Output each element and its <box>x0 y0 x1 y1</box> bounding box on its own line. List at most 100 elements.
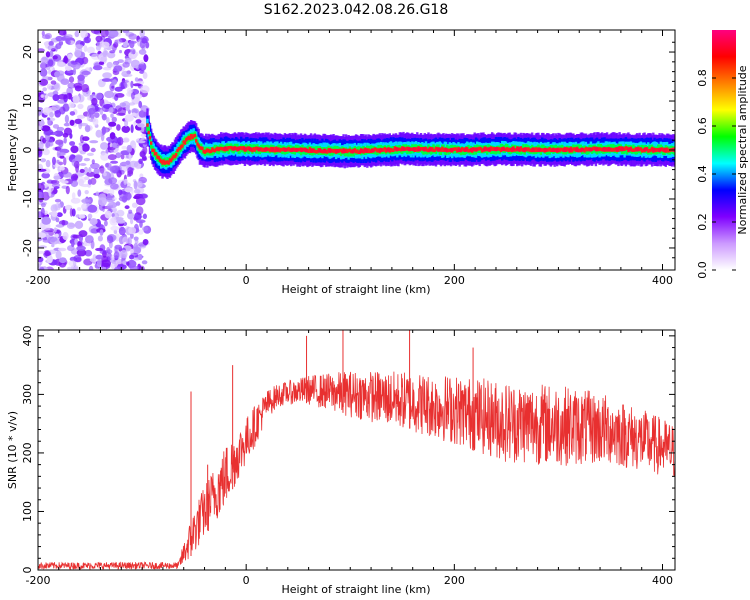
noise-blob <box>63 127 73 136</box>
noise-blob <box>134 93 143 99</box>
noise-blob <box>41 34 51 39</box>
noise-blob <box>106 235 114 244</box>
noise-blob <box>63 122 70 127</box>
noise-blob <box>128 33 137 40</box>
noise-blob <box>67 53 73 60</box>
noise-blob <box>118 226 126 236</box>
trace-band-cell <box>357 146 360 154</box>
trace-band-cell <box>506 147 509 151</box>
trace-band-cell <box>633 148 636 152</box>
trace-hotspot <box>247 146 253 152</box>
noise-blob <box>56 61 66 68</box>
noise-blob <box>79 168 85 173</box>
noise-blob <box>72 95 80 104</box>
noise-blob <box>41 172 50 179</box>
noise-blob <box>102 266 107 270</box>
noise-blob <box>74 118 83 125</box>
trace-hotspot <box>370 148 375 153</box>
trace-hotspot <box>401 146 406 152</box>
noise-blob <box>115 258 123 265</box>
trace-band-cell <box>198 146 202 150</box>
noise-blob <box>116 38 123 44</box>
trace-band-cell <box>148 136 152 140</box>
trace-band-cell <box>201 146 204 151</box>
noise-blob <box>61 180 69 184</box>
noise-blob <box>56 212 63 218</box>
colorbar-ticks: 0.0 0.2 0.4 0.6 0.8 <box>696 69 736 279</box>
spectrogram-marks-group <box>38 30 675 270</box>
noise-blob <box>57 145 63 151</box>
trace-hotspot <box>359 148 364 154</box>
noise-blob <box>108 121 117 127</box>
noise-blob <box>53 175 61 180</box>
trace-hotspot <box>530 147 536 152</box>
noise-blob <box>81 198 92 205</box>
noise-blob <box>97 235 103 242</box>
trace-band-cell <box>647 149 650 153</box>
trace-hotspot <box>335 148 340 154</box>
noise-blob <box>82 243 91 247</box>
trace-hotspot <box>574 147 580 152</box>
trace-band-cell <box>182 140 185 144</box>
noise-blob <box>100 30 109 38</box>
noise-blob <box>95 35 103 42</box>
trace-band-cell <box>585 148 589 152</box>
noise-blob <box>86 112 91 122</box>
trace-band-cell <box>639 147 643 151</box>
noise-blob <box>126 259 137 268</box>
trace-band-cell <box>432 148 435 153</box>
noise-blob <box>139 70 145 74</box>
trace-hotspot <box>350 149 355 154</box>
colorbar-gradient <box>712 30 736 270</box>
noise-blob <box>83 36 91 44</box>
noise-blob <box>111 213 115 217</box>
spectrogram-y-axis-title: Frequency (Hz) <box>6 109 19 192</box>
trace-hotspot <box>469 147 474 152</box>
noise-blob <box>69 111 76 116</box>
trace-band-cell <box>346 149 349 154</box>
trace-hotspot <box>299 147 304 153</box>
trace-band-cell <box>559 147 563 151</box>
trace-band-cell <box>246 146 249 150</box>
noise-blob <box>65 66 72 71</box>
noise-blob <box>58 161 64 166</box>
noise-blob <box>126 173 132 177</box>
trace-band-cell <box>453 147 456 151</box>
noise-blob <box>109 132 116 140</box>
trace-hotspot <box>486 147 492 152</box>
trace-band-cell <box>206 148 209 152</box>
trace-band-cell <box>193 133 197 138</box>
noise-blob <box>88 167 92 174</box>
noise-blob <box>83 157 91 162</box>
trace-band-cell <box>147 126 150 135</box>
noise-blob <box>133 180 138 190</box>
noise-blob <box>62 231 69 241</box>
trace-band-cell <box>339 148 343 153</box>
noise-blob <box>42 148 50 156</box>
noise-blob <box>138 49 147 55</box>
noise-blob <box>134 77 139 82</box>
trace-hotspot <box>341 149 347 154</box>
trace-hotspot <box>270 147 275 152</box>
noise-blob <box>74 155 83 163</box>
noise-blob <box>114 93 125 98</box>
trace-band-cell <box>195 138 198 143</box>
noise-blob <box>112 79 118 85</box>
noise-blob <box>57 94 68 100</box>
noise-blob <box>114 233 121 242</box>
noise-blob <box>95 129 103 138</box>
noise-blob <box>52 124 60 129</box>
trace-hotspot <box>562 147 568 153</box>
trace-band-cell <box>399 148 403 152</box>
trace-band-cell <box>147 130 150 135</box>
noise-blob <box>122 260 128 265</box>
trace-band-cell <box>498 147 501 151</box>
noise-blob <box>78 230 88 238</box>
trace-band-cell <box>190 134 193 138</box>
noise-blob <box>40 56 49 64</box>
colorbar: 0.0 0.2 0.4 0.6 0.8 Normalized spectral ampl… <box>696 30 749 279</box>
noise-blob <box>38 232 47 239</box>
noise-blob <box>42 226 51 231</box>
noise-blob <box>90 162 100 170</box>
